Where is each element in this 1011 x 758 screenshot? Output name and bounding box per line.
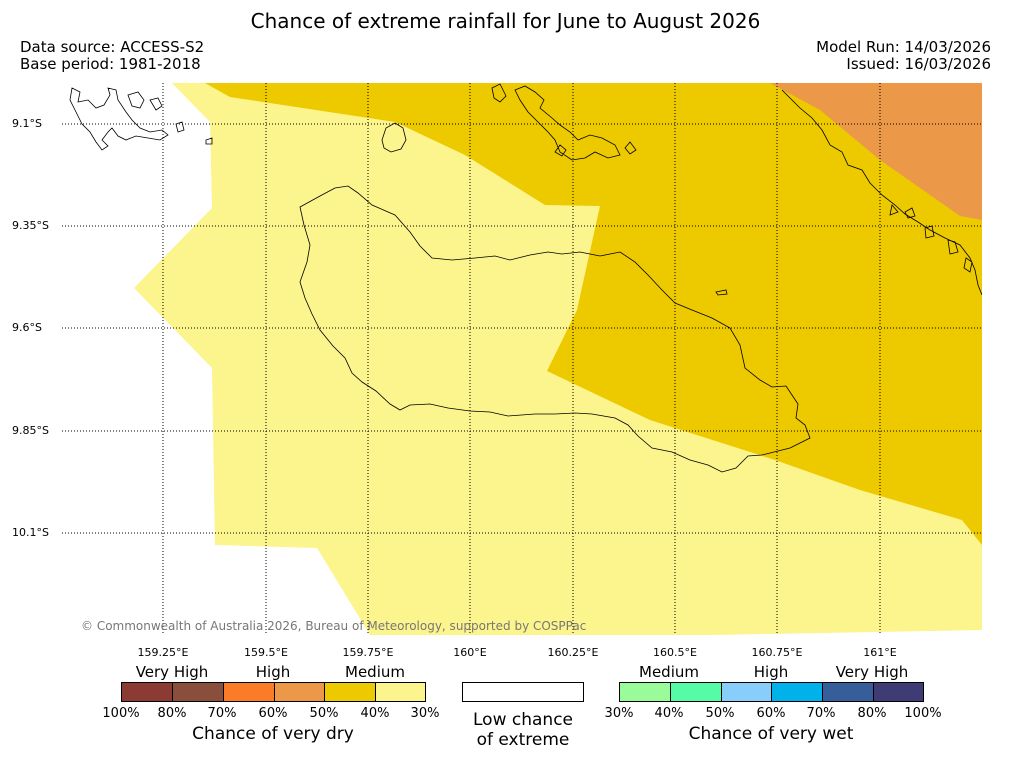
region-high-50-60 (770, 83, 982, 220)
legend-wet-colorbar (619, 682, 924, 702)
legend-wet-title: Chance of very wet (688, 724, 854, 744)
legend-dry-colorbar (121, 682, 426, 702)
x-tick: 159.25°E (137, 646, 189, 659)
legend-dry-label: 80% (157, 706, 187, 721)
y-tick: 9.6°S (12, 321, 42, 334)
legend-swatch (121, 682, 173, 702)
legend-low-line1: Low chance (473, 710, 573, 730)
coastlines (69, 83, 982, 473)
legend-wet-label: 60% (756, 706, 786, 721)
legend-wet-label: 100% (904, 706, 942, 721)
base-period: Base period: 1981-2018 (20, 55, 201, 73)
legend-low-chance-label: Low chance of extreme (473, 710, 573, 750)
x-tick: 161°E (863, 646, 897, 659)
coastline-savo (381, 122, 407, 153)
meta-left: Data source: ACCESS-S2 Base period: 1981… (20, 39, 204, 73)
legend-wet-label: 70% (806, 706, 836, 721)
legend-wet-very-high: Very High (835, 663, 909, 681)
y-tick: 9.85°S (12, 424, 49, 437)
legend-swatch (822, 682, 874, 702)
legend-swatch (721, 682, 772, 702)
legend-dry-label: 70% (207, 706, 237, 721)
legend-dry-label: 60% (258, 706, 288, 721)
x-tick: 160°E (453, 646, 487, 659)
y-tick: 9.35°S (12, 219, 49, 232)
x-tick: 159.5°E (244, 646, 288, 659)
data-source: Data source: ACCESS-S2 (20, 38, 205, 56)
x-tick: 159.75°E (342, 646, 394, 659)
map-title: Chance of extreme rainfall for June to A… (250, 9, 761, 33)
legend-swatch (670, 682, 722, 702)
legend-dry-high: High (255, 663, 291, 681)
legend-wet-label: 50% (705, 706, 735, 721)
region-medium-40-50 (205, 83, 982, 545)
issued-date: Issued: 16/03/2026 (846, 55, 991, 73)
coastline-guadalcanal (299, 185, 811, 473)
legend-swatch (771, 682, 823, 702)
model-run: Model Run: 14/03/2026 (816, 38, 991, 56)
coastline-russell-islands (69, 87, 213, 151)
legend-wet-label: 40% (654, 706, 684, 721)
gridlines (62, 83, 982, 635)
x-tick: 160.5°E (653, 646, 697, 659)
legend-wet-label: 30% (604, 706, 634, 721)
x-tick: 160.75°E (751, 646, 803, 659)
meta-right: Model Run: 14/03/2026 Issued: 16/03/2026 (816, 39, 991, 73)
x-tick: 160.25°E (547, 646, 599, 659)
copyright-notice: © Commonwealth of Australia 2026, Bureau… (81, 619, 587, 633)
legend-swatch (172, 682, 224, 702)
legend-dry-label: 40% (360, 706, 390, 721)
legend-dry-title: Chance of very dry (192, 724, 354, 744)
legend-swatch (375, 682, 426, 702)
legend-swatch (274, 682, 325, 702)
y-tick: 10.1°S (12, 526, 49, 539)
legend-dry-very-high: Very High (135, 663, 209, 681)
legend-swatch (324, 682, 376, 702)
legend-dry-medium: Medium (345, 663, 405, 681)
coastline-malaita (781, 89, 982, 296)
legend-low-chance-swatch (462, 682, 584, 702)
legend-wet-medium: Medium (639, 663, 699, 681)
legend-wet-label: 80% (857, 706, 887, 721)
legend-wet-high: High (753, 663, 789, 681)
legend-swatch (873, 682, 924, 702)
legend-dry-label: 100% (102, 706, 140, 721)
legend-swatch (223, 682, 275, 702)
legend-dry-label: 30% (410, 706, 440, 721)
coastline-florida-islands (491, 83, 637, 161)
coastline-islet (715, 289, 728, 296)
legend-swatch (619, 682, 671, 702)
legend-low-line2: of extreme (476, 730, 570, 750)
y-tick: 9.1°S (12, 117, 42, 130)
legend-dry-label: 50% (309, 706, 339, 721)
